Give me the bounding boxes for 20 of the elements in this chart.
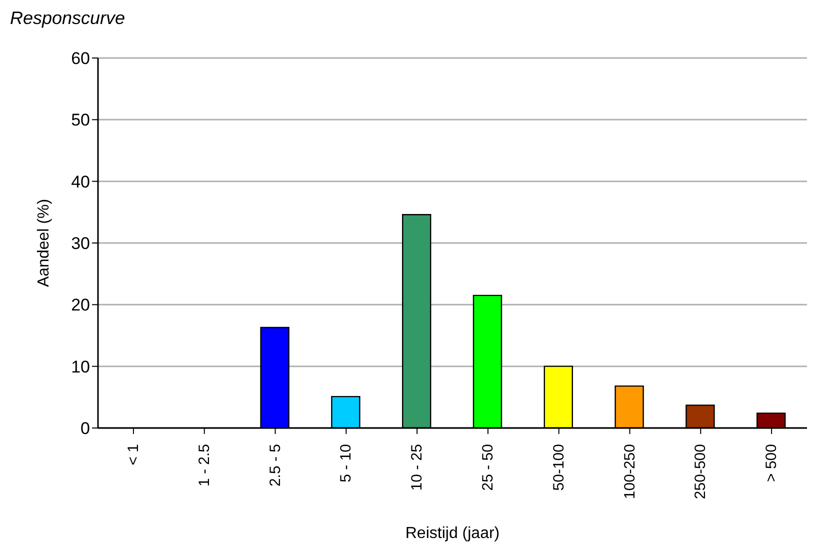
x-tick-label: 2.5 - 5: [266, 444, 284, 487]
y-axis-title: Aandeel (%): [36, 198, 53, 288]
y-tick-label: 0: [80, 419, 90, 438]
y-tick-label: 20: [71, 296, 90, 315]
x-tick-label: 250-500: [692, 444, 710, 500]
x-tick-label: 10 - 25: [408, 444, 426, 491]
x-tick-label: 25 - 50: [479, 444, 496, 491]
y-tick-label: 50: [71, 110, 90, 130]
x-tick-label: < 1: [124, 444, 142, 466]
y-tick-label: 30: [71, 234, 90, 254]
x-tick-label: 1 - 2.5: [196, 444, 213, 487]
x-tick-label: 50-100: [550, 444, 568, 491]
x-tick-label: > 500: [763, 444, 780, 482]
y-tick-label: 40: [71, 172, 90, 192]
x-tick-label: 5 - 10: [338, 444, 355, 482]
x-axis-title: Reistijd (jaar): [405, 525, 500, 542]
y-tick-label: 10: [71, 357, 90, 376]
x-tick-label: 100-250: [621, 444, 638, 500]
chart-title: Responscurve: [10, 8, 126, 29]
y-tick-label: 60: [71, 49, 90, 68]
